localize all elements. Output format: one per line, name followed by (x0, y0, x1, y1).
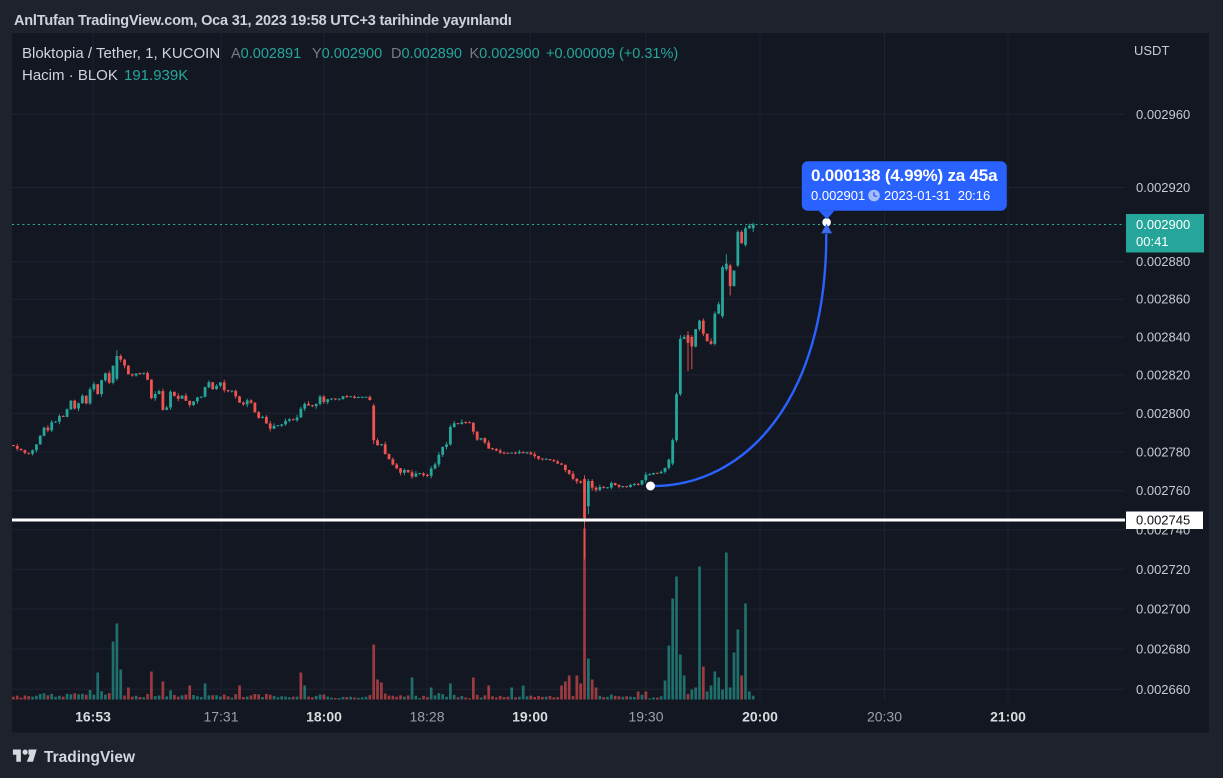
svg-text:2023-01-31 20:16: 2023-01-31 20:16 (884, 188, 990, 203)
svg-text:0.002700: 0.002700 (1136, 602, 1190, 617)
svg-text:USDT: USDT (1134, 43, 1169, 58)
svg-text:0.002780: 0.002780 (1136, 444, 1190, 459)
svg-text:0.002960: 0.002960 (1136, 107, 1190, 122)
svg-text:0.000138 (4.99%) za 45a: 0.000138 (4.99%) za 45a (811, 166, 998, 185)
svg-text:18:28: 18:28 (409, 709, 444, 725)
svg-text:A0.002891: A0.002891 (231, 46, 301, 62)
svg-text:K0.002900: K0.002900 (470, 46, 540, 62)
svg-text:0.002760: 0.002760 (1136, 483, 1190, 498)
svg-text:+0.000009 (+0.31%): +0.000009 (+0.31%) (546, 46, 678, 62)
svg-text:Y0.002900: Y0.002900 (312, 46, 382, 62)
svg-text:00:41: 00:41 (1136, 234, 1169, 249)
svg-text:0.002680: 0.002680 (1136, 642, 1190, 657)
svg-text:18:00: 18:00 (306, 709, 342, 725)
svg-text:AnlTufan TradingView.com, Oca: AnlTufan TradingView.com, Oca 31, 2023 1… (14, 13, 512, 29)
svg-text:0.002745: 0.002745 (1136, 513, 1190, 528)
svg-text:16:53: 16:53 (75, 709, 111, 725)
svg-text:19:00: 19:00 (512, 709, 548, 725)
svg-text:0.002720: 0.002720 (1136, 562, 1190, 577)
svg-text:Hacim · BLOK: Hacim · BLOK (22, 67, 118, 84)
svg-text:0.002820: 0.002820 (1136, 368, 1190, 383)
svg-text:TradingView: TradingView (44, 749, 136, 766)
svg-text:17:31: 17:31 (203, 709, 238, 725)
svg-text:19:30: 19:30 (628, 709, 663, 725)
svg-text:0.002800: 0.002800 (1136, 406, 1190, 421)
svg-text:191.939K: 191.939K (124, 67, 188, 84)
svg-text:21:00: 21:00 (990, 709, 1026, 725)
svg-text:D0.002890: D0.002890 (391, 46, 462, 62)
svg-text:20:00: 20:00 (742, 709, 778, 725)
svg-text:0.002840: 0.002840 (1136, 330, 1190, 345)
svg-text:0.002880: 0.002880 (1136, 254, 1190, 269)
svg-text:0.002860: 0.002860 (1136, 292, 1190, 307)
svg-text:0.002660: 0.002660 (1136, 682, 1190, 697)
svg-text:20:30: 20:30 (867, 709, 902, 725)
svg-text:0.002901: 0.002901 (811, 188, 865, 203)
svg-text:0.002900: 0.002900 (1136, 217, 1190, 232)
svg-text:Bloktopia / Tether, 1, KUCOIN: Bloktopia / Tether, 1, KUCOIN (22, 45, 220, 62)
svg-text:0.002920: 0.002920 (1136, 180, 1190, 195)
